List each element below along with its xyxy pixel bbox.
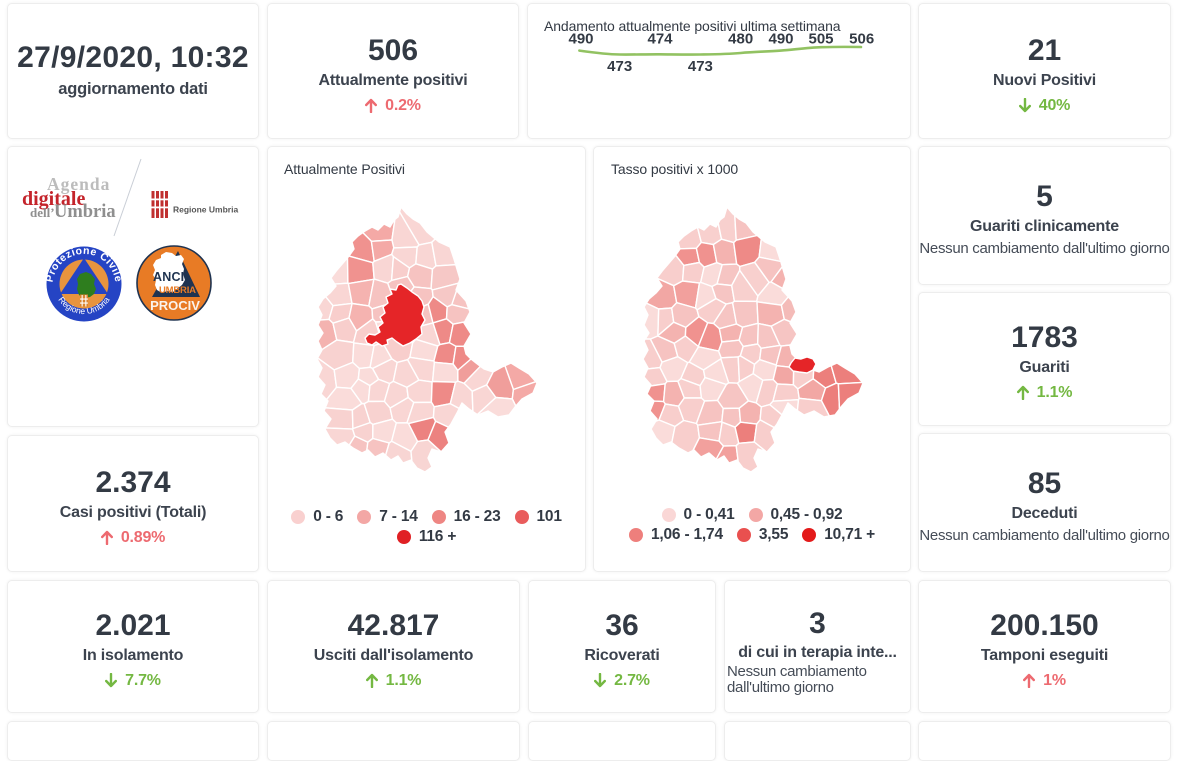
svg-text:490: 490 (768, 31, 793, 48)
svg-text:506: 506 (849, 31, 874, 48)
svg-text:473: 473 (688, 58, 713, 75)
svg-text:ANCI: ANCI (153, 270, 184, 284)
svg-text:474: 474 (647, 31, 673, 48)
svg-text:Umbria: Umbria (54, 202, 116, 222)
svg-text:505: 505 (808, 31, 833, 48)
svg-text:Regione Umbria: Regione Umbria (173, 205, 238, 215)
svg-text:473: 473 (607, 58, 632, 75)
svg-text:PROCIV: PROCIV (150, 298, 200, 313)
svg-text:490: 490 (568, 31, 593, 48)
svg-text:UMBRIA: UMBRIA (159, 285, 196, 296)
svg-text:Agenda: Agenda (47, 174, 110, 194)
svg-text:digitale: digitale (22, 188, 85, 210)
svg-text:480: 480 (728, 31, 753, 48)
svg-text:dell’: dell’ (30, 205, 55, 220)
